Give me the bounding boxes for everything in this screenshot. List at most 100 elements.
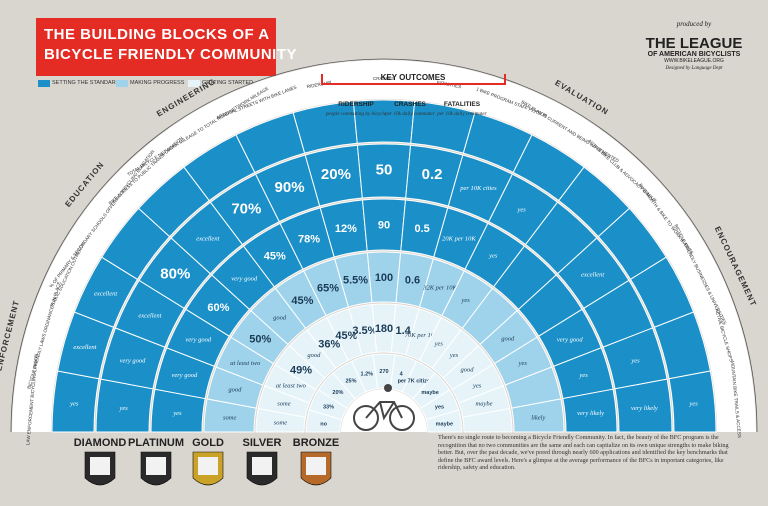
ring-cell — [504, 366, 562, 409]
ring-cell — [288, 329, 337, 379]
ring-cell — [366, 251, 402, 304]
ring-value: maybe — [476, 401, 493, 408]
ring-cell — [558, 166, 631, 238]
ring-value: very good — [185, 337, 212, 344]
outcome-subheader: per 10k daily commuter — [436, 111, 487, 117]
inner-value: maybe — [421, 390, 438, 396]
ring-cell — [100, 327, 166, 390]
ring-cell — [250, 287, 307, 346]
ring-value: 36% — [318, 339, 340, 351]
ring-cell — [242, 222, 304, 288]
ring-cell — [279, 207, 335, 270]
ring-cell — [461, 287, 518, 346]
ring-cell — [304, 144, 363, 207]
legend-label: GETTING STARTED — [202, 80, 254, 86]
ring-cell — [211, 245, 276, 311]
ring-cell — [57, 311, 115, 380]
ring-cell — [653, 311, 711, 380]
ring-value: 100 — [375, 272, 393, 284]
ring-value: 12% — [335, 223, 357, 235]
legend-label: MAKING PROGRESS — [130, 80, 185, 86]
ring-value: some — [223, 415, 236, 422]
ring-value: yes — [517, 207, 527, 214]
ring-cell — [274, 270, 327, 329]
badge-label-area — [198, 457, 218, 475]
ring-value: 70% — [231, 201, 261, 218]
ring-cell — [138, 237, 212, 309]
ring-cell — [303, 258, 350, 317]
badge-label-area — [90, 457, 110, 475]
ring-value: 45% — [264, 251, 286, 263]
ring-cell — [433, 207, 489, 270]
ring-cell — [235, 112, 306, 174]
ring-cell — [511, 398, 565, 433]
ring-cell — [356, 143, 412, 199]
ring-value: very good — [231, 276, 258, 283]
inner-value: 25% — [346, 379, 357, 385]
key-outcomes-title: KEY OUTCOMES — [381, 73, 446, 82]
ring-value: 180 — [375, 323, 393, 335]
ring-value: 0.6 — [405, 275, 420, 287]
ring-cell — [292, 100, 358, 154]
key-outcomes-bracket — [321, 74, 506, 85]
ring-cell — [538, 308, 602, 367]
ring-value: likely — [531, 415, 545, 422]
badge-label-area — [306, 457, 326, 475]
level-label: BRONZE — [293, 437, 339, 449]
inner-value: 33% — [323, 405, 334, 411]
ring-value: 60% — [207, 302, 229, 314]
inner-value: maybe — [436, 421, 453, 427]
ring-value: some — [274, 419, 287, 426]
ring-cell — [319, 199, 368, 258]
brand-designer: Designed by Language Dept — [665, 66, 723, 71]
bicycle-icon — [353, 384, 415, 431]
inner-cell — [425, 409, 463, 433]
ring-cell — [457, 385, 511, 418]
ring-cell — [206, 366, 264, 409]
ring-value: excellent — [73, 344, 96, 351]
ring-cell — [334, 252, 373, 308]
ring-cell — [203, 398, 257, 433]
ring-value: 5.5% — [343, 275, 368, 287]
ring-cell — [492, 245, 557, 311]
ring-cell — [352, 99, 416, 144]
ring-value: 45% — [291, 295, 313, 307]
ring-cell — [629, 256, 695, 328]
ring-cell — [405, 308, 442, 362]
ring-value: per 10K cities — [459, 185, 497, 192]
ring-value: yes — [460, 297, 470, 304]
ring-cell — [183, 134, 256, 202]
ring-cell — [668, 370, 717, 433]
category-band — [12, 60, 756, 432]
inner-cell — [317, 372, 356, 409]
ring-cell — [230, 310, 289, 365]
ring-cell — [462, 112, 533, 174]
ring-cell — [51, 370, 100, 433]
outer-arc — [10, 58, 758, 433]
inner-cell — [412, 372, 451, 409]
ring-cell — [488, 173, 559, 246]
ring-value: 78% — [298, 234, 320, 246]
ring-value: very good — [172, 372, 199, 379]
ring-cell — [73, 256, 139, 328]
ring-value: yes — [578, 372, 588, 379]
ring-cell — [170, 201, 244, 275]
title-line-1: THE BUILDING BLOCKS OF A — [44, 26, 270, 43]
ring-cell — [431, 329, 480, 379]
ring-cell — [390, 304, 420, 356]
ring-value: 0.2 — [422, 166, 443, 183]
outcome-header: CRASHES — [394, 101, 426, 108]
ring-cell — [101, 207, 171, 281]
ring-value: very good — [557, 337, 584, 344]
brand-name: THE LEAGUE — [645, 35, 743, 52]
ring-cell — [462, 407, 513, 433]
outcome-subheader: per 10k daily commuter — [384, 111, 435, 117]
inner-value: 270 — [379, 369, 388, 375]
inner-cell — [308, 389, 348, 421]
ring-value: yes — [172, 410, 182, 417]
ring-value: yes — [434, 341, 444, 348]
ring-cell — [512, 134, 585, 202]
ring-cell — [553, 347, 614, 400]
brand-url: WWW.BIKELEAGUE.ORG — [664, 58, 724, 64]
